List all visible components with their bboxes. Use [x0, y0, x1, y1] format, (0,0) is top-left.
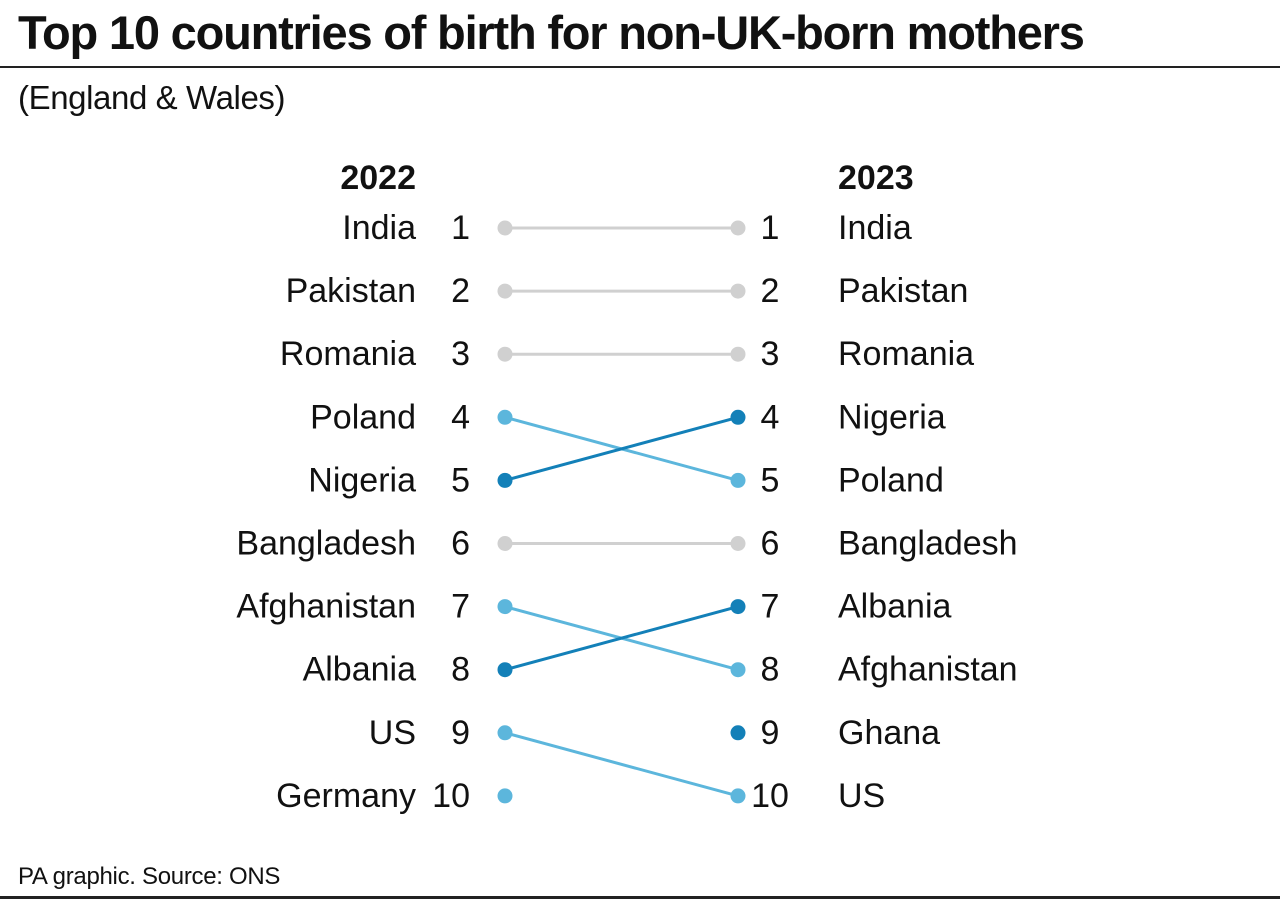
rank-2022-2: 2: [451, 272, 470, 310]
country-2023-romania: Romania: [838, 335, 974, 373]
dot-2022-albania: [497, 662, 513, 678]
bottom-divider: [0, 896, 1280, 899]
dot-2023-afghanistan: [730, 662, 746, 678]
rank-2022-4: 4: [451, 398, 470, 436]
dot-2022-afghanistan: [497, 599, 513, 615]
dot-2023-romania: [730, 346, 746, 362]
country-2022-bangladesh: Bangladesh: [236, 525, 416, 563]
rank-labels: 2022 2023 India 1 Pakistan 2 Romania 3 Poland 4 Ni…: [236, 159, 1017, 815]
rank-2022-6: 6: [451, 525, 470, 563]
dot-2023-india: [730, 220, 746, 236]
dot-2022-nigeria: [497, 472, 513, 488]
chart-title: Top 10 countries of birth for non-UK-bor…: [18, 6, 1085, 59]
rank-2022-1: 1: [451, 209, 470, 247]
rank-2023-5: 5: [761, 461, 780, 499]
left-year-header: 2022: [340, 159, 416, 197]
country-2023-ghana: Ghana: [838, 714, 940, 752]
rank-2022-9: 9: [451, 714, 470, 752]
dot-2022-germany: [497, 788, 513, 804]
rank-2023-9: 9: [761, 714, 780, 752]
dot-2023-nigeria: [730, 409, 746, 425]
rank-2022-3: 3: [451, 335, 470, 373]
country-2023-pakistan: Pakistan: [838, 272, 968, 310]
rank-2022-10: 10: [432, 777, 470, 815]
dot-2023-pakistan: [730, 283, 746, 299]
rank-2023-4: 4: [761, 398, 780, 436]
country-2022-albania: Albania: [303, 651, 417, 689]
chart-subtitle: (England & Wales): [18, 79, 286, 116]
rank-2023-6: 6: [761, 525, 780, 563]
country-2022-poland: Poland: [310, 398, 416, 436]
connector-line-albania: [504, 605, 739, 672]
rank-2022-5: 5: [451, 461, 470, 499]
country-2022-nigeria: Nigeria: [308, 461, 416, 499]
dot-2022-us: [497, 725, 513, 741]
rank-2023-8: 8: [761, 651, 780, 689]
connector-lines: [504, 226, 739, 798]
rank-2023-7: 7: [761, 588, 780, 626]
rank-2023-3: 3: [761, 335, 780, 373]
rank-dots: [497, 220, 746, 804]
right-year-header: 2023: [838, 159, 914, 197]
rank-2023-10: 10: [751, 777, 789, 815]
country-2022-pakistan: Pakistan: [286, 272, 416, 310]
country-2022-germany: Germany: [276, 777, 416, 815]
dot-2022-pakistan: [497, 283, 513, 299]
rank-2023-1: 1: [761, 209, 780, 247]
country-2022-us: US: [369, 714, 416, 752]
top-divider: [0, 66, 1280, 68]
rank-2023-2: 2: [761, 272, 780, 310]
dot-2023-poland: [730, 472, 746, 488]
rank-2022-7: 7: [451, 588, 470, 626]
country-2023-nigeria: Nigeria: [838, 398, 946, 436]
country-2023-bangladesh: Bangladesh: [838, 525, 1018, 563]
dot-2022-poland: [497, 409, 513, 425]
connector-line-nigeria: [504, 415, 739, 482]
country-2022-afghanistan: Afghanistan: [236, 588, 416, 626]
country-2022-romania: Romania: [280, 335, 416, 373]
dot-2022-romania: [497, 346, 513, 362]
rank-2022-8: 8: [451, 651, 470, 689]
dot-2022-bangladesh: [497, 536, 513, 551]
dot-2022-india: [497, 220, 513, 236]
dot-2023-ghana: [730, 725, 746, 741]
country-2023-poland: Poland: [838, 461, 944, 499]
dot-2023-albania: [730, 599, 746, 615]
dot-2023-us: [730, 788, 746, 804]
country-2023-afghanistan: Afghanistan: [838, 651, 1018, 689]
dot-2023-bangladesh: [730, 536, 746, 551]
country-2023-albania: Albania: [838, 588, 952, 626]
country-2023-us: US: [838, 777, 885, 815]
country-2023-india: India: [838, 209, 912, 247]
connector-line-us: [504, 731, 739, 798]
source-note: PA graphic. Source: ONS: [18, 863, 281, 890]
slope-chart: 2022 2023 India 1 Pakistan 2 Romania 3 Poland 4 Ni…: [236, 159, 1017, 815]
country-2022-india: India: [342, 209, 416, 247]
